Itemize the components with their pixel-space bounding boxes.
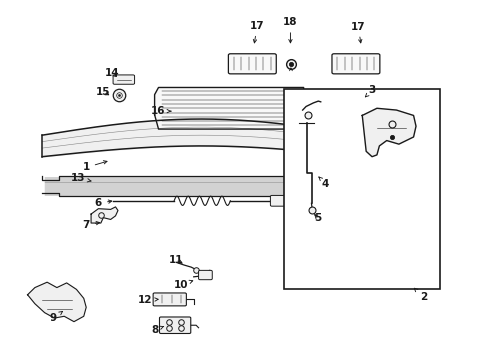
Text: 2: 2 [415,288,427,302]
Text: 16: 16 [151,106,171,116]
Text: 1: 1 [83,161,107,172]
Text: 8: 8 [151,325,164,335]
Polygon shape [27,282,86,321]
FancyBboxPatch shape [228,54,276,74]
FancyBboxPatch shape [198,270,212,280]
Text: 5: 5 [314,213,321,222]
Bar [284,89,441,289]
FancyBboxPatch shape [113,75,135,84]
Text: 11: 11 [169,255,183,265]
Text: 18: 18 [283,17,298,43]
Text: 7: 7 [82,220,99,230]
Text: 12: 12 [138,295,158,305]
Polygon shape [155,87,304,129]
Text: 4: 4 [319,177,329,189]
Text: 13: 13 [71,173,91,183]
Text: 3: 3 [366,85,376,97]
FancyBboxPatch shape [270,195,286,206]
Text: 14: 14 [105,68,120,78]
Polygon shape [91,207,118,223]
FancyBboxPatch shape [153,293,186,306]
Text: 15: 15 [96,87,111,97]
Polygon shape [362,108,416,157]
Text: 10: 10 [174,280,193,290]
Text: 9: 9 [50,311,63,323]
FancyBboxPatch shape [332,54,380,74]
Text: 17: 17 [351,22,366,43]
Text: 17: 17 [250,21,265,43]
Text: 6: 6 [95,198,112,208]
FancyBboxPatch shape [159,317,191,333]
